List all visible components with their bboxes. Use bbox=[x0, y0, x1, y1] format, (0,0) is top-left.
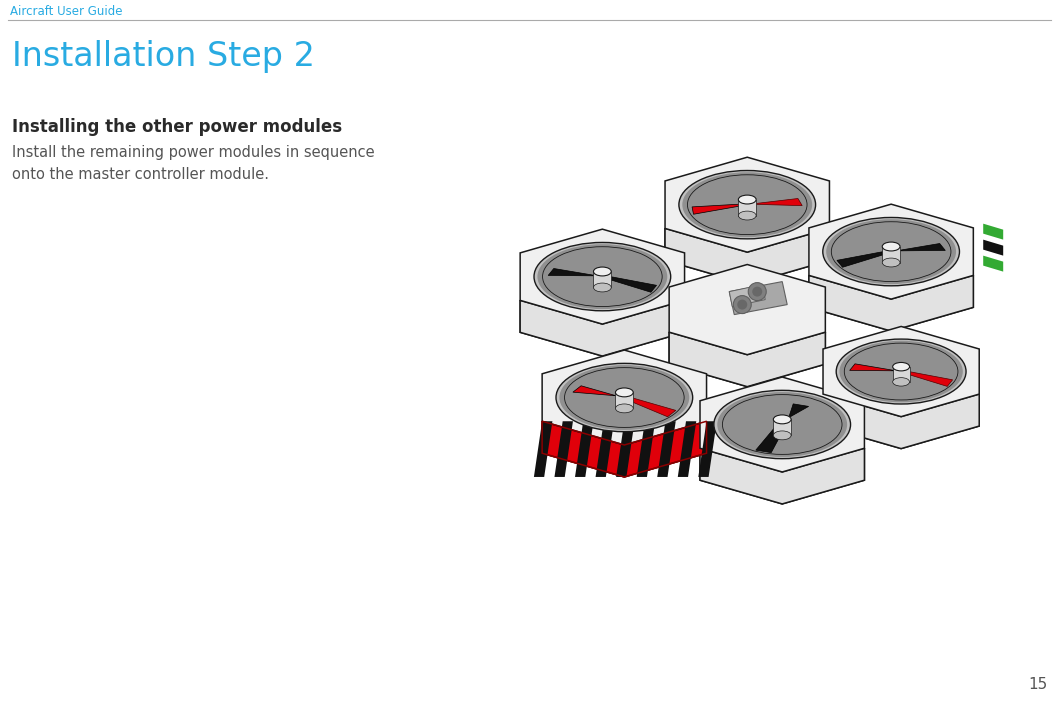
Polygon shape bbox=[520, 229, 684, 324]
Polygon shape bbox=[756, 424, 787, 453]
Polygon shape bbox=[520, 300, 603, 356]
Polygon shape bbox=[665, 228, 829, 284]
Polygon shape bbox=[983, 256, 1003, 271]
Ellipse shape bbox=[534, 243, 670, 311]
Polygon shape bbox=[603, 300, 684, 356]
Polygon shape bbox=[700, 448, 783, 504]
Polygon shape bbox=[549, 269, 607, 276]
Polygon shape bbox=[983, 240, 1003, 256]
Polygon shape bbox=[534, 422, 553, 477]
Polygon shape bbox=[620, 397, 676, 417]
Ellipse shape bbox=[738, 195, 756, 204]
Ellipse shape bbox=[679, 171, 815, 239]
Circle shape bbox=[749, 283, 767, 300]
Ellipse shape bbox=[717, 392, 847, 457]
Ellipse shape bbox=[882, 258, 900, 267]
Circle shape bbox=[733, 295, 751, 314]
Polygon shape bbox=[593, 271, 611, 288]
Ellipse shape bbox=[615, 404, 633, 413]
Polygon shape bbox=[542, 422, 625, 477]
Polygon shape bbox=[669, 332, 748, 386]
Ellipse shape bbox=[893, 378, 910, 386]
Ellipse shape bbox=[773, 431, 791, 440]
Polygon shape bbox=[698, 422, 717, 477]
Circle shape bbox=[737, 300, 748, 309]
Polygon shape bbox=[893, 367, 910, 382]
Text: Aircraft User Guide: Aircraft User Guide bbox=[10, 5, 123, 18]
Polygon shape bbox=[669, 332, 825, 386]
Ellipse shape bbox=[882, 242, 900, 251]
Polygon shape bbox=[700, 377, 864, 472]
Polygon shape bbox=[678, 422, 696, 477]
Polygon shape bbox=[809, 276, 973, 331]
Polygon shape bbox=[823, 326, 980, 417]
Ellipse shape bbox=[840, 341, 963, 403]
Ellipse shape bbox=[714, 391, 850, 459]
Polygon shape bbox=[783, 448, 864, 504]
Polygon shape bbox=[886, 243, 946, 251]
Polygon shape bbox=[636, 422, 656, 477]
Ellipse shape bbox=[682, 172, 812, 237]
Polygon shape bbox=[625, 422, 706, 477]
Polygon shape bbox=[730, 281, 787, 314]
Polygon shape bbox=[809, 276, 891, 331]
Ellipse shape bbox=[615, 388, 633, 397]
Polygon shape bbox=[777, 404, 809, 424]
Polygon shape bbox=[665, 157, 829, 252]
Polygon shape bbox=[573, 386, 629, 397]
Ellipse shape bbox=[837, 339, 966, 404]
Polygon shape bbox=[773, 419, 791, 436]
Polygon shape bbox=[520, 300, 684, 356]
Polygon shape bbox=[823, 394, 980, 448]
Polygon shape bbox=[738, 200, 756, 216]
Polygon shape bbox=[700, 448, 864, 504]
Polygon shape bbox=[837, 251, 896, 267]
Circle shape bbox=[752, 287, 762, 297]
Polygon shape bbox=[882, 247, 900, 262]
Polygon shape bbox=[983, 223, 1003, 240]
Ellipse shape bbox=[556, 363, 693, 431]
Polygon shape bbox=[598, 276, 657, 293]
Polygon shape bbox=[748, 332, 825, 386]
Polygon shape bbox=[897, 371, 953, 386]
Polygon shape bbox=[595, 422, 614, 477]
Polygon shape bbox=[730, 285, 766, 307]
Polygon shape bbox=[665, 228, 748, 284]
Polygon shape bbox=[693, 204, 752, 214]
Polygon shape bbox=[748, 228, 829, 284]
Ellipse shape bbox=[537, 244, 667, 309]
Polygon shape bbox=[669, 264, 825, 355]
Polygon shape bbox=[891, 276, 973, 331]
Ellipse shape bbox=[823, 217, 959, 286]
Polygon shape bbox=[542, 422, 706, 477]
Polygon shape bbox=[742, 199, 802, 206]
Text: Installation Step 2: Installation Step 2 bbox=[12, 40, 315, 73]
Polygon shape bbox=[615, 393, 633, 408]
Ellipse shape bbox=[559, 365, 689, 430]
Polygon shape bbox=[823, 394, 901, 448]
Polygon shape bbox=[901, 394, 980, 448]
Polygon shape bbox=[809, 204, 973, 299]
Polygon shape bbox=[555, 422, 573, 477]
Polygon shape bbox=[849, 364, 905, 371]
Polygon shape bbox=[542, 350, 706, 445]
Polygon shape bbox=[575, 422, 593, 477]
Ellipse shape bbox=[826, 219, 956, 284]
Ellipse shape bbox=[773, 415, 791, 424]
Text: 15: 15 bbox=[1028, 677, 1048, 692]
Polygon shape bbox=[616, 422, 634, 477]
Ellipse shape bbox=[893, 362, 910, 371]
Ellipse shape bbox=[738, 211, 756, 220]
Ellipse shape bbox=[593, 267, 611, 276]
Text: Installing the other power modules: Installing the other power modules bbox=[12, 118, 342, 136]
Ellipse shape bbox=[593, 283, 611, 292]
Text: Install the remaining power modules in sequence
onto the master controller modul: Install the remaining power modules in s… bbox=[12, 145, 375, 182]
Polygon shape bbox=[658, 422, 676, 477]
